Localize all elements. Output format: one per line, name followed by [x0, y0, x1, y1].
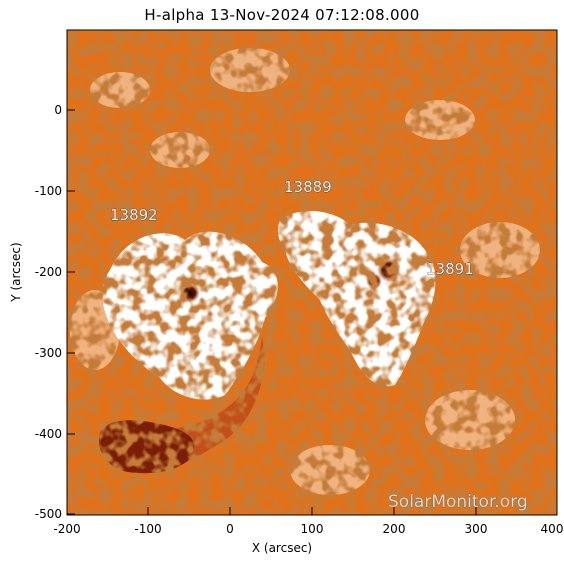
- x-tick-label: 300: [465, 522, 488, 536]
- y-tick-label: -200: [35, 265, 62, 279]
- x-tick-label: 100: [301, 522, 324, 536]
- region-label-13889: 13889: [284, 178, 332, 196]
- x-tick-label: 200: [383, 522, 406, 536]
- x-axis-label: X (arcsec): [251, 541, 313, 555]
- y-tick-label: 0: [54, 103, 62, 117]
- region-label-13892: 13892: [110, 206, 158, 224]
- y-tick-label: -500: [35, 507, 62, 521]
- image-title: H-alpha 13-Nov-2024 07:12:08.000: [144, 6, 420, 24]
- region-label-13891: 13891: [426, 260, 474, 278]
- x-tick-label: -100: [134, 522, 161, 536]
- y-tick-label: -100: [35, 184, 62, 198]
- x-tick-label: 0: [226, 522, 234, 536]
- y-tick-label: -300: [35, 346, 62, 360]
- x-tick-label: 400: [541, 522, 564, 536]
- solar-disk-image: [67, 30, 557, 515]
- watermark: SolarMonitor.org: [388, 492, 528, 512]
- x-tick-label: -200: [53, 522, 80, 536]
- y-axis-ticks: [67, 109, 75, 515]
- y-tick-label: -400: [35, 427, 62, 441]
